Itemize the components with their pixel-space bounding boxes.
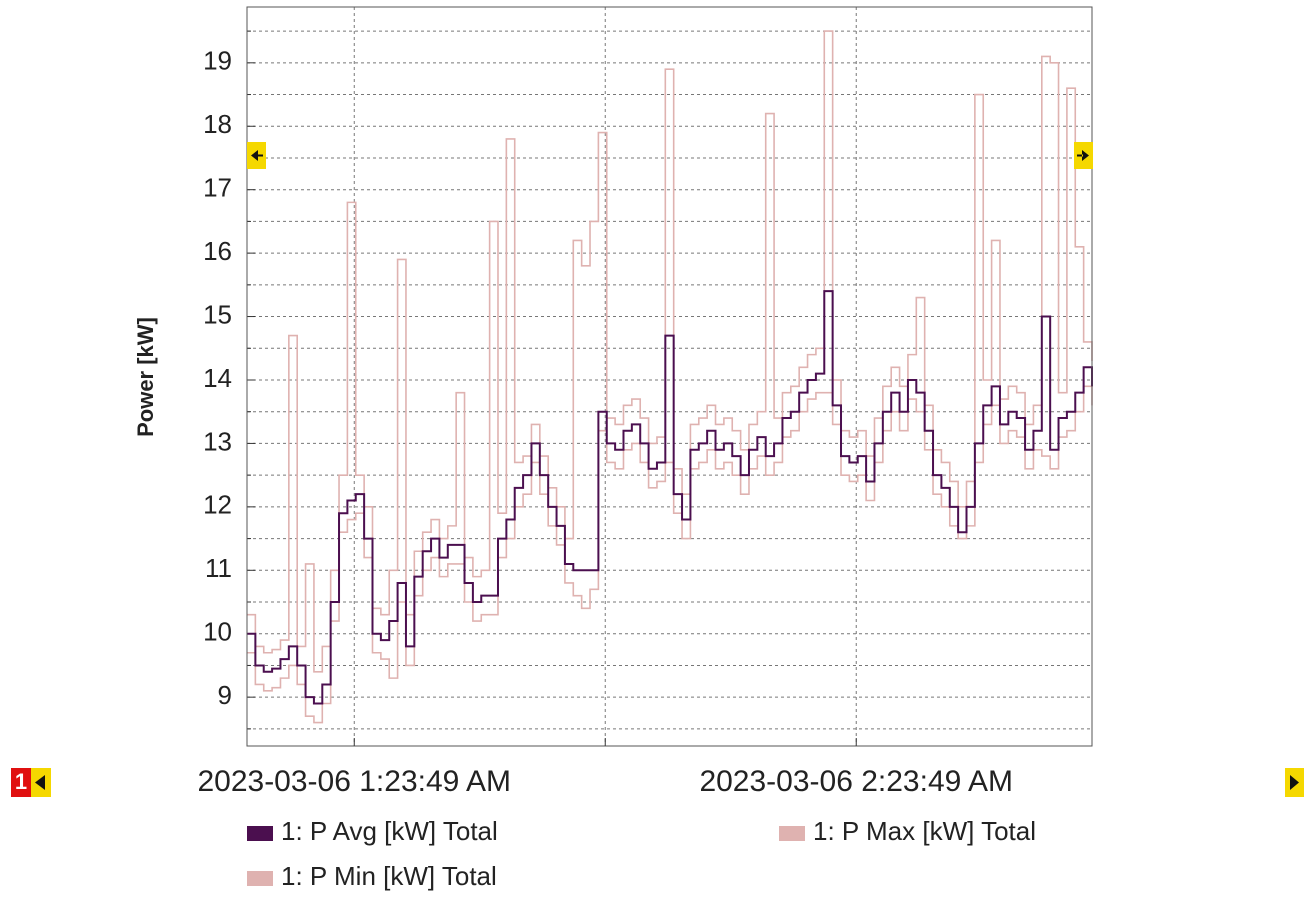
y-tick-label: 16	[203, 236, 232, 266]
legend-swatch	[779, 826, 805, 841]
scroll-left-button[interactable]	[247, 142, 266, 169]
legend-label: 1: P Min [kW] Total	[281, 861, 497, 891]
x-tick-label: 2023-03-06 1:23:49 AM	[197, 765, 511, 798]
y-tick-label: 13	[203, 426, 232, 456]
y-tick-label: 11	[205, 553, 232, 583]
y-tick-label: 18	[203, 109, 232, 139]
x-tick-label: 2023-03-06 2:23:49 AM	[699, 765, 1013, 798]
y-tick-label: 17	[203, 173, 232, 203]
y-tick-label: 19	[203, 46, 232, 76]
plot: 9 10 11 12 13 14 15 16 17 18 19 2023-03-06 1:23:49 …	[197, 7, 1093, 798]
y-tick-label: 9	[218, 680, 232, 710]
plot-frame	[246, 6, 1093, 747]
scroll-right-button[interactable]	[1074, 142, 1093, 169]
page-forward-button[interactable]	[1285, 768, 1304, 797]
series-line	[247, 290, 1093, 705]
legend-swatch	[247, 871, 273, 886]
legend-label: 1: P Max [kW] Total	[813, 816, 1036, 846]
y-tick-label: 15	[203, 299, 232, 329]
series-line	[247, 385, 1093, 724]
series-line	[247, 30, 1093, 673]
page-back-button[interactable]: 1	[11, 768, 51, 797]
page-indicator: 1	[15, 769, 27, 794]
legend-label: 1: P Avg [kW] Total	[281, 816, 498, 846]
legend-swatch	[247, 826, 273, 841]
y-axis-label: Power [kW]	[133, 317, 158, 437]
y-tick-label: 14	[203, 363, 232, 393]
y-tick-label: 12	[203, 490, 232, 520]
y-tick-label: 10	[203, 617, 232, 647]
